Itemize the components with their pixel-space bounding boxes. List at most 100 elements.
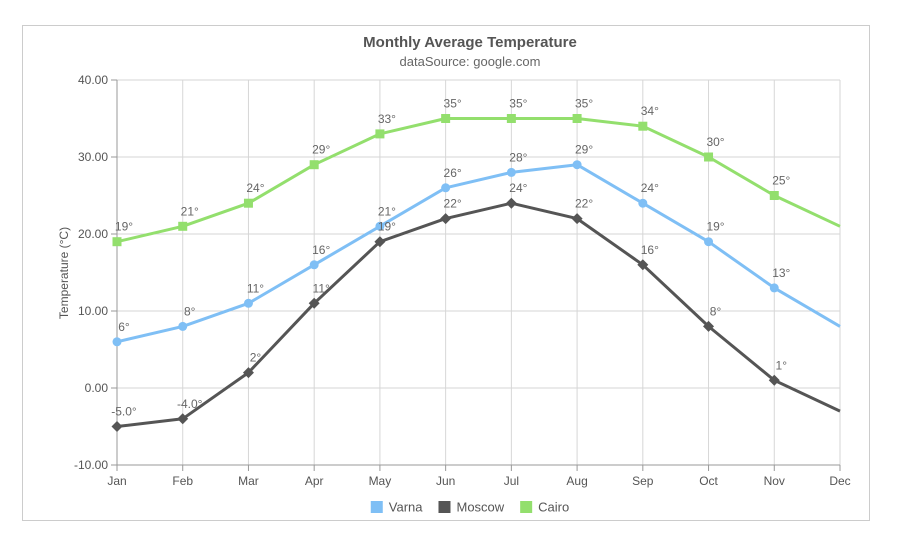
data-point-varna[interactable]: [375, 221, 385, 231]
data-point-varna[interactable]: [243, 298, 253, 308]
data-label-cairo: 34°: [641, 104, 659, 118]
series-cairo: 19° 21° 24° 29° 33° 35° 35° 35° 34° 30° 25°: [112, 97, 841, 247]
x-tick-label: Jun: [436, 474, 455, 488]
data-point-cairo[interactable]: [441, 114, 451, 123]
series-moscow: -5.0° -4.0° 2° 11° 19° 22° 24° 22° 16° 8° 1°: [111, 181, 841, 432]
data-label-varna: 11°: [247, 281, 264, 295]
data-point-moscow[interactable]: [440, 213, 452, 225]
data-label-moscow: -4.0°: [177, 397, 203, 411]
data-point-moscow[interactable]: [505, 197, 517, 209]
data-point-varna[interactable]: [506, 167, 516, 177]
y-tick-label: 40.00: [78, 73, 108, 87]
data-point-varna[interactable]: [441, 183, 451, 193]
data-label-moscow: 22°: [575, 197, 593, 211]
data-label-cairo: 24°: [246, 181, 264, 195]
data-point-cairo[interactable]: [638, 121, 648, 131]
grid: [116, 79, 841, 466]
series-line-varna: [116, 163, 841, 344]
x-tick-label: Jan: [107, 474, 126, 488]
data-point-varna[interactable]: [178, 321, 188, 331]
chart-title: Monthly Average Temperature: [363, 34, 577, 51]
data-point-moscow[interactable]: [308, 297, 320, 309]
chart-subtitle: dataSource: google.com: [400, 54, 541, 69]
data-point-cairo[interactable]: [769, 191, 779, 200]
data-point-varna[interactable]: [572, 160, 582, 170]
data-point-varna[interactable]: [638, 198, 648, 208]
data-label-varna: 8°: [184, 304, 196, 318]
series-varna: 6° 8° 11° 16° 21° 26° 28° 29° 24° 19° 13°: [112, 143, 841, 347]
legend-label-moscow: Moscow: [456, 500, 504, 515]
data-point-varna[interactable]: [704, 237, 714, 247]
x-tick-label: May: [369, 474, 392, 488]
data-label-cairo: 30°: [706, 135, 724, 149]
data-label-moscow: 1°: [776, 358, 788, 372]
data-label-cairo: 19°: [115, 220, 133, 234]
data-point-moscow[interactable]: [768, 374, 780, 386]
data-point-varna[interactable]: [112, 337, 122, 347]
data-label-cairo: 25°: [772, 174, 790, 188]
data-label-varna: 16°: [312, 243, 330, 257]
x-tick-label: Apr: [305, 474, 324, 488]
data-label-cairo: 29°: [312, 143, 330, 157]
data-label-cairo: 21°: [181, 204, 199, 218]
y-tick-label: 30.00: [78, 150, 108, 164]
data-label-varna: 6°: [118, 320, 130, 334]
data-point-varna[interactable]: [309, 260, 319, 270]
data-label-varna: 26°: [444, 166, 462, 180]
data-label-cairo: 33°: [378, 112, 396, 126]
y-axis-label: Temperature (°C): [57, 227, 71, 319]
data-point-cairo[interactable]: [375, 129, 385, 139]
x-tick-label: Dec: [829, 474, 850, 488]
data-point-moscow[interactable]: [703, 320, 715, 332]
series-line-moscow: [116, 201, 841, 428]
series-line-cairo: [116, 117, 841, 244]
y-tick-label: 20.00: [78, 227, 108, 241]
x-tick-label: Oct: [699, 474, 718, 488]
legend-swatch-varna: [370, 501, 383, 513]
legend[interactable]: Varna Moscow Cairo: [370, 500, 569, 515]
x-tick-label: Aug: [566, 474, 587, 488]
data-label-cairo: 35°: [509, 97, 527, 111]
legend-item-varna[interactable]: Varna: [370, 500, 423, 515]
legend-item-cairo[interactable]: Cairo: [520, 500, 569, 515]
legend-swatch-moscow: [438, 501, 451, 513]
data-point-moscow[interactable]: [242, 367, 254, 379]
data-label-cairo: 35°: [444, 97, 462, 111]
data-label-varna: 24°: [641, 181, 659, 195]
data-label-varna: 29°: [575, 143, 593, 157]
data-point-cairo[interactable]: [112, 237, 122, 247]
data-label-varna: 13°: [772, 266, 790, 280]
legend-swatch-cairo: [520, 501, 533, 513]
data-label-varna: 21°: [378, 204, 396, 218]
data-label-moscow: 8°: [710, 304, 722, 318]
legend-label-varna: Varna: [389, 500, 423, 515]
data-point-moscow[interactable]: [637, 259, 649, 271]
axes: 40.00 30.00 20.00 10.00 0.00 -10.00 Jan Feb Mar A…: [74, 73, 851, 488]
data-point-cairo[interactable]: [178, 221, 188, 231]
data-point-cairo[interactable]: [309, 160, 319, 170]
data-point-cairo[interactable]: [704, 152, 714, 162]
x-tick-label: Jul: [504, 474, 519, 488]
data-point-moscow[interactable]: [111, 421, 123, 432]
x-tick-label: Sep: [632, 474, 654, 488]
y-tick-label: 0.00: [85, 381, 109, 395]
data-point-cairo[interactable]: [572, 114, 582, 123]
data-label-moscow: 16°: [641, 243, 659, 257]
data-label-moscow: 11°: [313, 281, 330, 295]
legend-label-cairo: Cairo: [538, 500, 569, 515]
data-point-cairo[interactable]: [506, 114, 516, 123]
data-point-moscow[interactable]: [177, 413, 189, 425]
data-label-cairo: 35°: [575, 97, 593, 111]
data-label-moscow: 22°: [444, 197, 462, 211]
legend-item-moscow[interactable]: Moscow: [438, 500, 505, 515]
data-point-varna[interactable]: [769, 283, 779, 293]
data-point-moscow[interactable]: [571, 213, 583, 225]
y-tick-label: 10.00: [78, 304, 108, 318]
series: 6° 8° 11° 16° 21° 26° 28° 29° 24° 19° 13° -5.0° -4.0…: [111, 97, 841, 432]
data-label-moscow: 2°: [250, 351, 262, 365]
y-tick-label: -10.00: [74, 458, 108, 472]
data-point-cairo[interactable]: [243, 198, 253, 208]
data-label-varna: 19°: [706, 220, 724, 234]
data-point-moscow[interactable]: [374, 236, 386, 248]
